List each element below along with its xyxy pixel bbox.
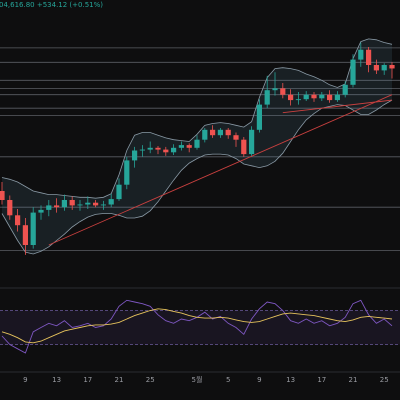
rsi-band	[0, 310, 400, 345]
x-tick-label: 5	[226, 376, 230, 384]
rsi-ma-line	[1, 308, 393, 344]
candle-body	[381, 65, 387, 71]
trendline	[48, 94, 393, 246]
candle-body	[350, 59, 356, 85]
candle-body	[217, 129, 223, 136]
candle-body	[0, 191, 5, 200]
candle-body	[280, 88, 286, 95]
candle-body	[295, 99, 301, 101]
candle-body	[342, 84, 348, 95]
candle-body	[30, 212, 36, 245]
candle-body	[116, 184, 122, 200]
candle-body	[61, 200, 67, 208]
candle-body	[303, 94, 309, 100]
candle-body	[22, 225, 28, 245]
candle-body	[100, 204, 106, 206]
candle-body	[241, 139, 247, 155]
candle-body	[311, 94, 317, 99]
candle-body	[69, 200, 75, 206]
candle-body	[210, 129, 216, 136]
candle-body	[202, 129, 208, 140]
candle-body	[327, 94, 333, 101]
trendline	[282, 99, 393, 114]
candle-body	[38, 209, 44, 213]
candle-body	[178, 145, 184, 148]
candle-body	[256, 104, 262, 130]
candle-body	[139, 149, 145, 151]
x-tick-label: 17	[83, 376, 92, 384]
candle-body	[264, 90, 270, 105]
candle-body	[77, 204, 83, 206]
x-tick-label: 9	[257, 376, 261, 384]
candle-body	[319, 94, 325, 99]
x-tick-label: 25	[380, 376, 389, 384]
candle-body	[272, 88, 278, 91]
candle-body	[7, 200, 13, 216]
candle-body	[132, 150, 138, 161]
x-tick-label: 25	[146, 376, 155, 384]
x-tick-label: 13	[286, 376, 295, 384]
candle-body	[366, 49, 372, 65]
x-tick-label: 9	[23, 376, 27, 384]
candle-body	[373, 65, 379, 71]
candle-body	[108, 199, 114, 205]
candle-body	[186, 145, 192, 148]
x-tick-label: 17	[317, 376, 326, 384]
candle-body	[249, 129, 255, 155]
x-tick-label: 21	[349, 376, 358, 384]
candle-body	[93, 202, 99, 206]
candle-body	[15, 215, 21, 226]
candle-body	[288, 94, 294, 101]
band-upper	[1, 38, 393, 199]
band-lower	[1, 99, 393, 255]
x-tick-label: 5월	[192, 375, 203, 384]
candle-body	[46, 205, 52, 210]
candle-body	[389, 65, 395, 69]
candle-body	[155, 147, 161, 150]
x-tick-label: 13	[52, 376, 61, 384]
candle-body	[225, 129, 231, 136]
candle-body	[85, 202, 91, 205]
candle-body	[358, 49, 364, 60]
candle-body	[171, 147, 177, 153]
candle-body	[124, 160, 130, 185]
candle-body	[334, 94, 340, 101]
candle-body	[233, 135, 239, 140]
candle-body	[194, 139, 200, 148]
price-header: 04,616.80 +534.12 (+0.51%)	[0, 1, 103, 9]
candle-body	[163, 149, 169, 153]
x-tick-label: 21	[115, 376, 124, 384]
candle-body	[147, 147, 153, 150]
candle-body	[54, 205, 60, 208]
